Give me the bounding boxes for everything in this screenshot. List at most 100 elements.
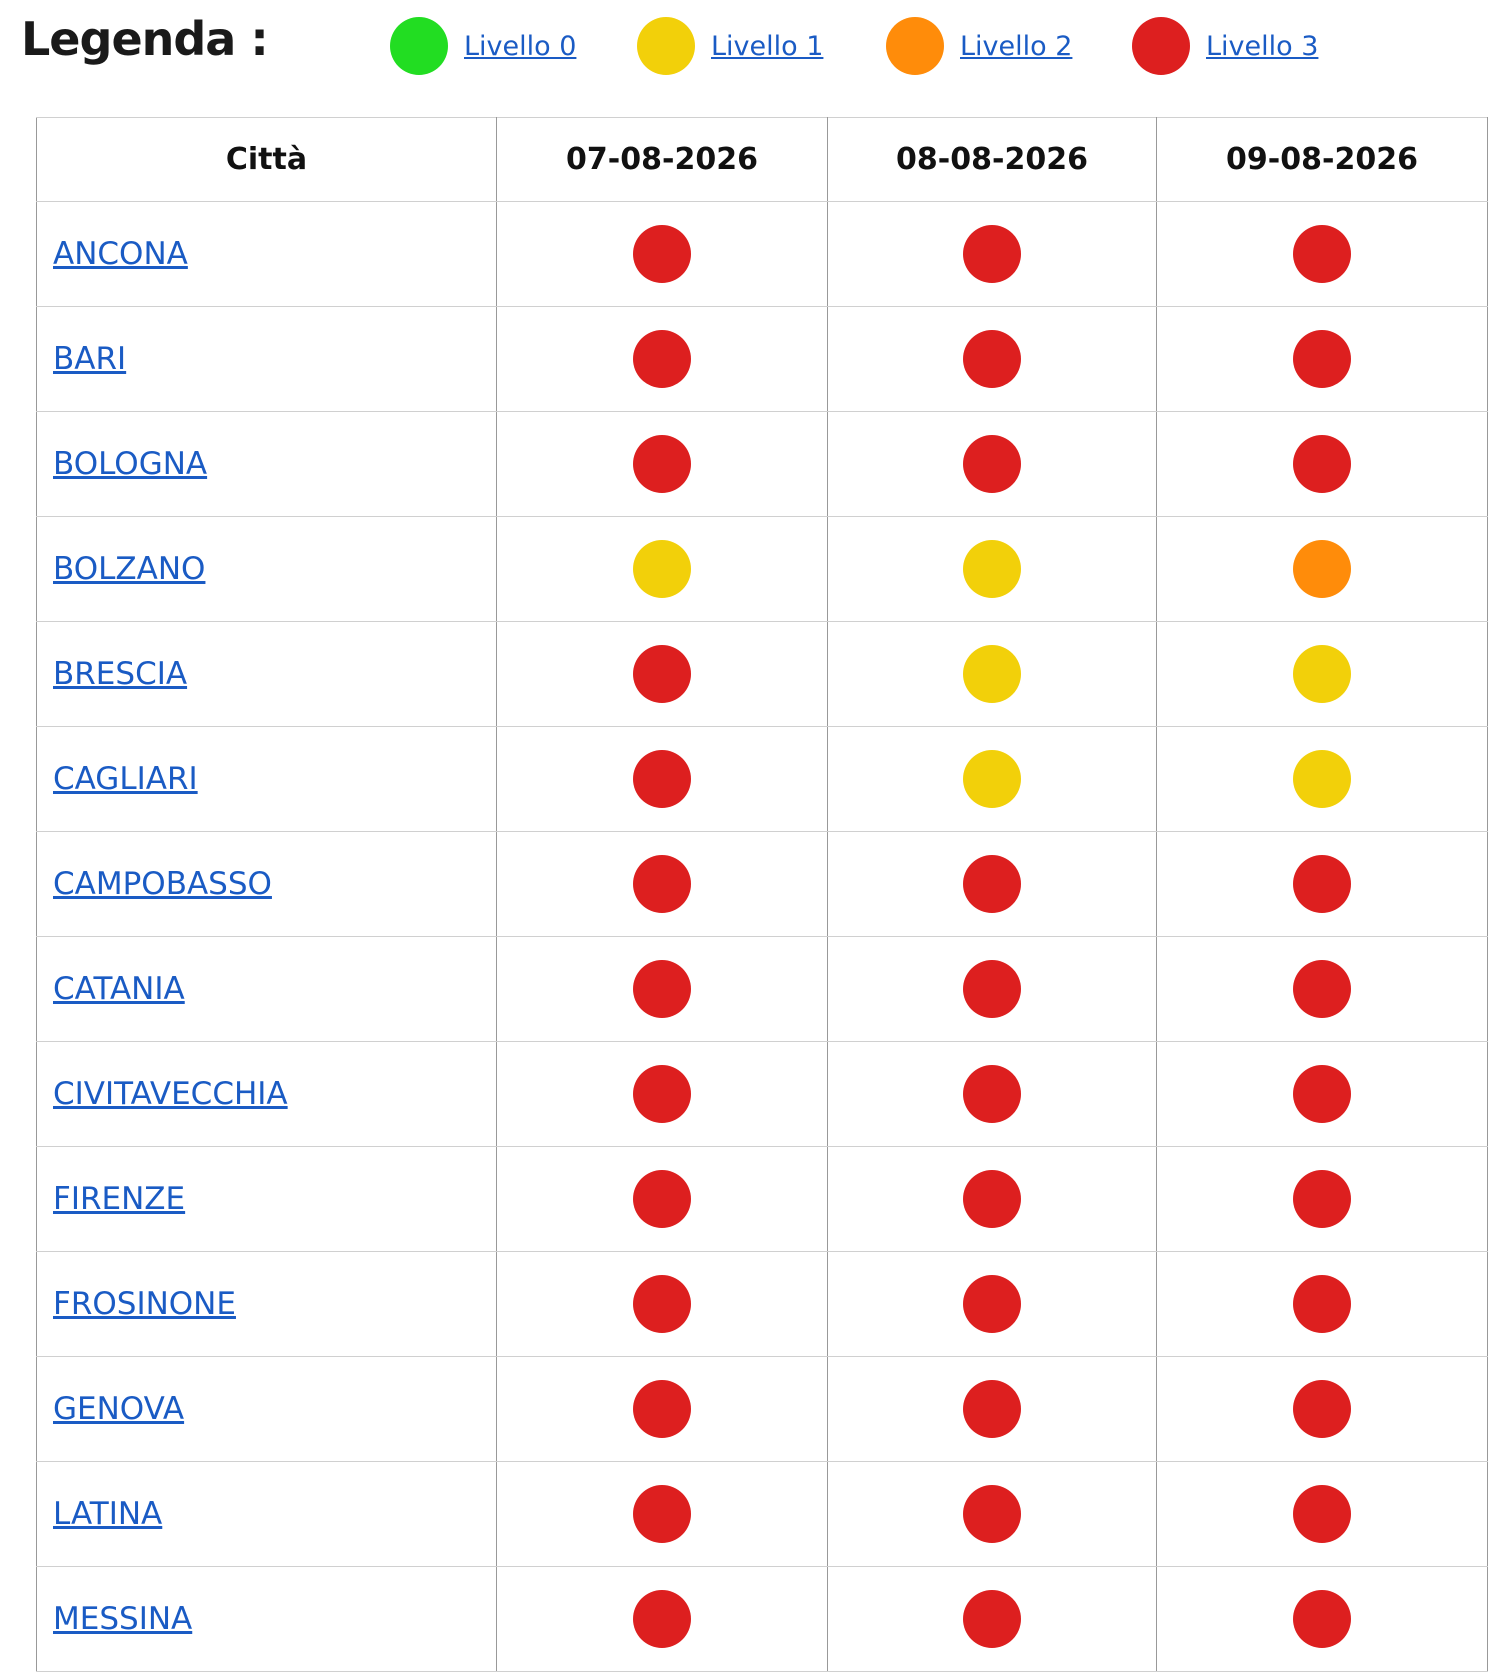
city-link[interactable]: FROSINONE <box>53 1286 236 1322</box>
level-dot <box>633 1170 691 1228</box>
column-header: 07-08-2026 <box>496 117 828 202</box>
level-dot <box>1293 645 1351 703</box>
level-cell <box>827 1146 1157 1252</box>
level-dot <box>633 1380 691 1438</box>
legend-item[interactable]: Livello 3 <box>1132 17 1318 75</box>
city-cell: CIVITAVECCHIA <box>36 1041 497 1147</box>
level-cell <box>827 936 1157 1042</box>
table-row: CAGLIARI <box>36 726 1488 832</box>
city-link[interactable]: CAGLIARI <box>53 761 198 797</box>
level-dot <box>963 330 1021 388</box>
city-link[interactable]: MESSINA <box>53 1601 193 1637</box>
level-dot <box>1293 1485 1351 1543</box>
level-cell <box>827 201 1157 307</box>
level-cell <box>496 831 828 937</box>
legend-swatch <box>390 17 448 75</box>
level-cell <box>496 1566 828 1672</box>
level-dot <box>1293 855 1351 913</box>
level-dot <box>963 855 1021 913</box>
level-cell <box>496 1251 828 1357</box>
legend-swatch <box>1132 17 1190 75</box>
level-dot <box>633 540 691 598</box>
level-dot <box>963 645 1021 703</box>
city-link[interactable]: CIVITAVECCHIA <box>53 1076 288 1112</box>
level-dot <box>963 225 1021 283</box>
level-dot <box>963 435 1021 493</box>
legend-item[interactable]: Livello 0 <box>390 17 576 75</box>
level-dot <box>963 1380 1021 1438</box>
level-dot <box>963 960 1021 1018</box>
level-dot <box>963 1065 1021 1123</box>
level-cell <box>827 516 1157 622</box>
level-dot <box>633 750 691 808</box>
level-dot <box>1293 750 1351 808</box>
level-dot <box>1293 1275 1351 1333</box>
level-dot <box>633 225 691 283</box>
level-dot <box>633 855 691 913</box>
header-row: Città 07-08-2026 08-08-2026 09-08-2026 <box>36 117 1488 202</box>
level-cell <box>496 516 828 622</box>
city-link[interactable]: LATINA <box>53 1496 163 1532</box>
level-dot <box>633 1590 691 1648</box>
level-cell <box>496 1461 828 1567</box>
city-link[interactable]: BOLZANO <box>53 551 206 587</box>
level-dot <box>1293 540 1351 598</box>
legend-item[interactable]: Livello 2 <box>886 17 1072 75</box>
level-cell <box>1156 1251 1488 1357</box>
level-cell <box>496 726 828 832</box>
level-cell <box>827 1356 1157 1462</box>
level-dot <box>1293 1380 1351 1438</box>
level-dot <box>963 1170 1021 1228</box>
level-cell <box>827 1251 1157 1357</box>
level-dot <box>633 330 691 388</box>
legend-label[interactable]: Livello 3 <box>1206 30 1319 62</box>
city-link[interactable]: CATANIA <box>53 971 185 1007</box>
level-cell <box>496 621 828 727</box>
city-cell: BRESCIA <box>36 621 497 727</box>
city-cell: GENOVA <box>36 1356 497 1462</box>
city-link[interactable]: BOLOGNA <box>53 446 208 482</box>
table-row: CATANIA <box>36 936 1488 1042</box>
level-dot <box>1293 435 1351 493</box>
level-dot <box>1293 1590 1351 1648</box>
level-cell <box>496 936 828 1042</box>
table-row: FIRENZE <box>36 1146 1488 1252</box>
legend-item[interactable]: Livello 1 <box>637 17 823 75</box>
level-dot <box>633 435 691 493</box>
level-cell <box>1156 831 1488 937</box>
level-dot <box>633 1485 691 1543</box>
city-cell: MESSINA <box>36 1566 497 1672</box>
table-row: FROSINONE <box>36 1251 1488 1357</box>
city-link[interactable]: ANCONA <box>53 236 188 272</box>
legend-label[interactable]: Livello 0 <box>464 30 577 62</box>
level-cell <box>1156 726 1488 832</box>
city-link[interactable]: GENOVA <box>53 1391 185 1427</box>
city-link[interactable]: CAMPOBASSO <box>53 866 272 902</box>
level-cell <box>496 201 828 307</box>
city-cell: BARI <box>36 306 497 412</box>
level-dot <box>1293 225 1351 283</box>
level-cell <box>827 306 1157 412</box>
alert-table: Città 07-08-2026 08-08-2026 09-08-2026 ANCO… <box>36 117 1488 1672</box>
city-cell: LATINA <box>36 1461 497 1567</box>
city-link[interactable]: BRESCIA <box>53 656 188 692</box>
city-link[interactable]: FIRENZE <box>53 1181 186 1217</box>
level-cell <box>827 411 1157 517</box>
level-cell <box>1156 621 1488 727</box>
column-header: 09-08-2026 <box>1156 117 1488 202</box>
level-dot <box>633 1275 691 1333</box>
city-cell: BOLOGNA <box>36 411 497 517</box>
column-header: Città <box>36 117 497 202</box>
legend-label[interactable]: Livello 1 <box>711 30 824 62</box>
legend: Legenda : Livello 0 Livello 1 Livello 2 Liv… <box>0 0 1500 100</box>
legend-label[interactable]: Livello 2 <box>960 30 1073 62</box>
level-cell <box>496 411 828 517</box>
level-dot <box>633 960 691 1018</box>
city-link[interactable]: BARI <box>53 341 127 377</box>
level-cell <box>1156 411 1488 517</box>
legend-title: Legenda : <box>21 12 269 66</box>
level-cell <box>1156 1041 1488 1147</box>
level-dot <box>963 750 1021 808</box>
level-dot <box>963 1485 1021 1543</box>
level-dot <box>633 645 691 703</box>
